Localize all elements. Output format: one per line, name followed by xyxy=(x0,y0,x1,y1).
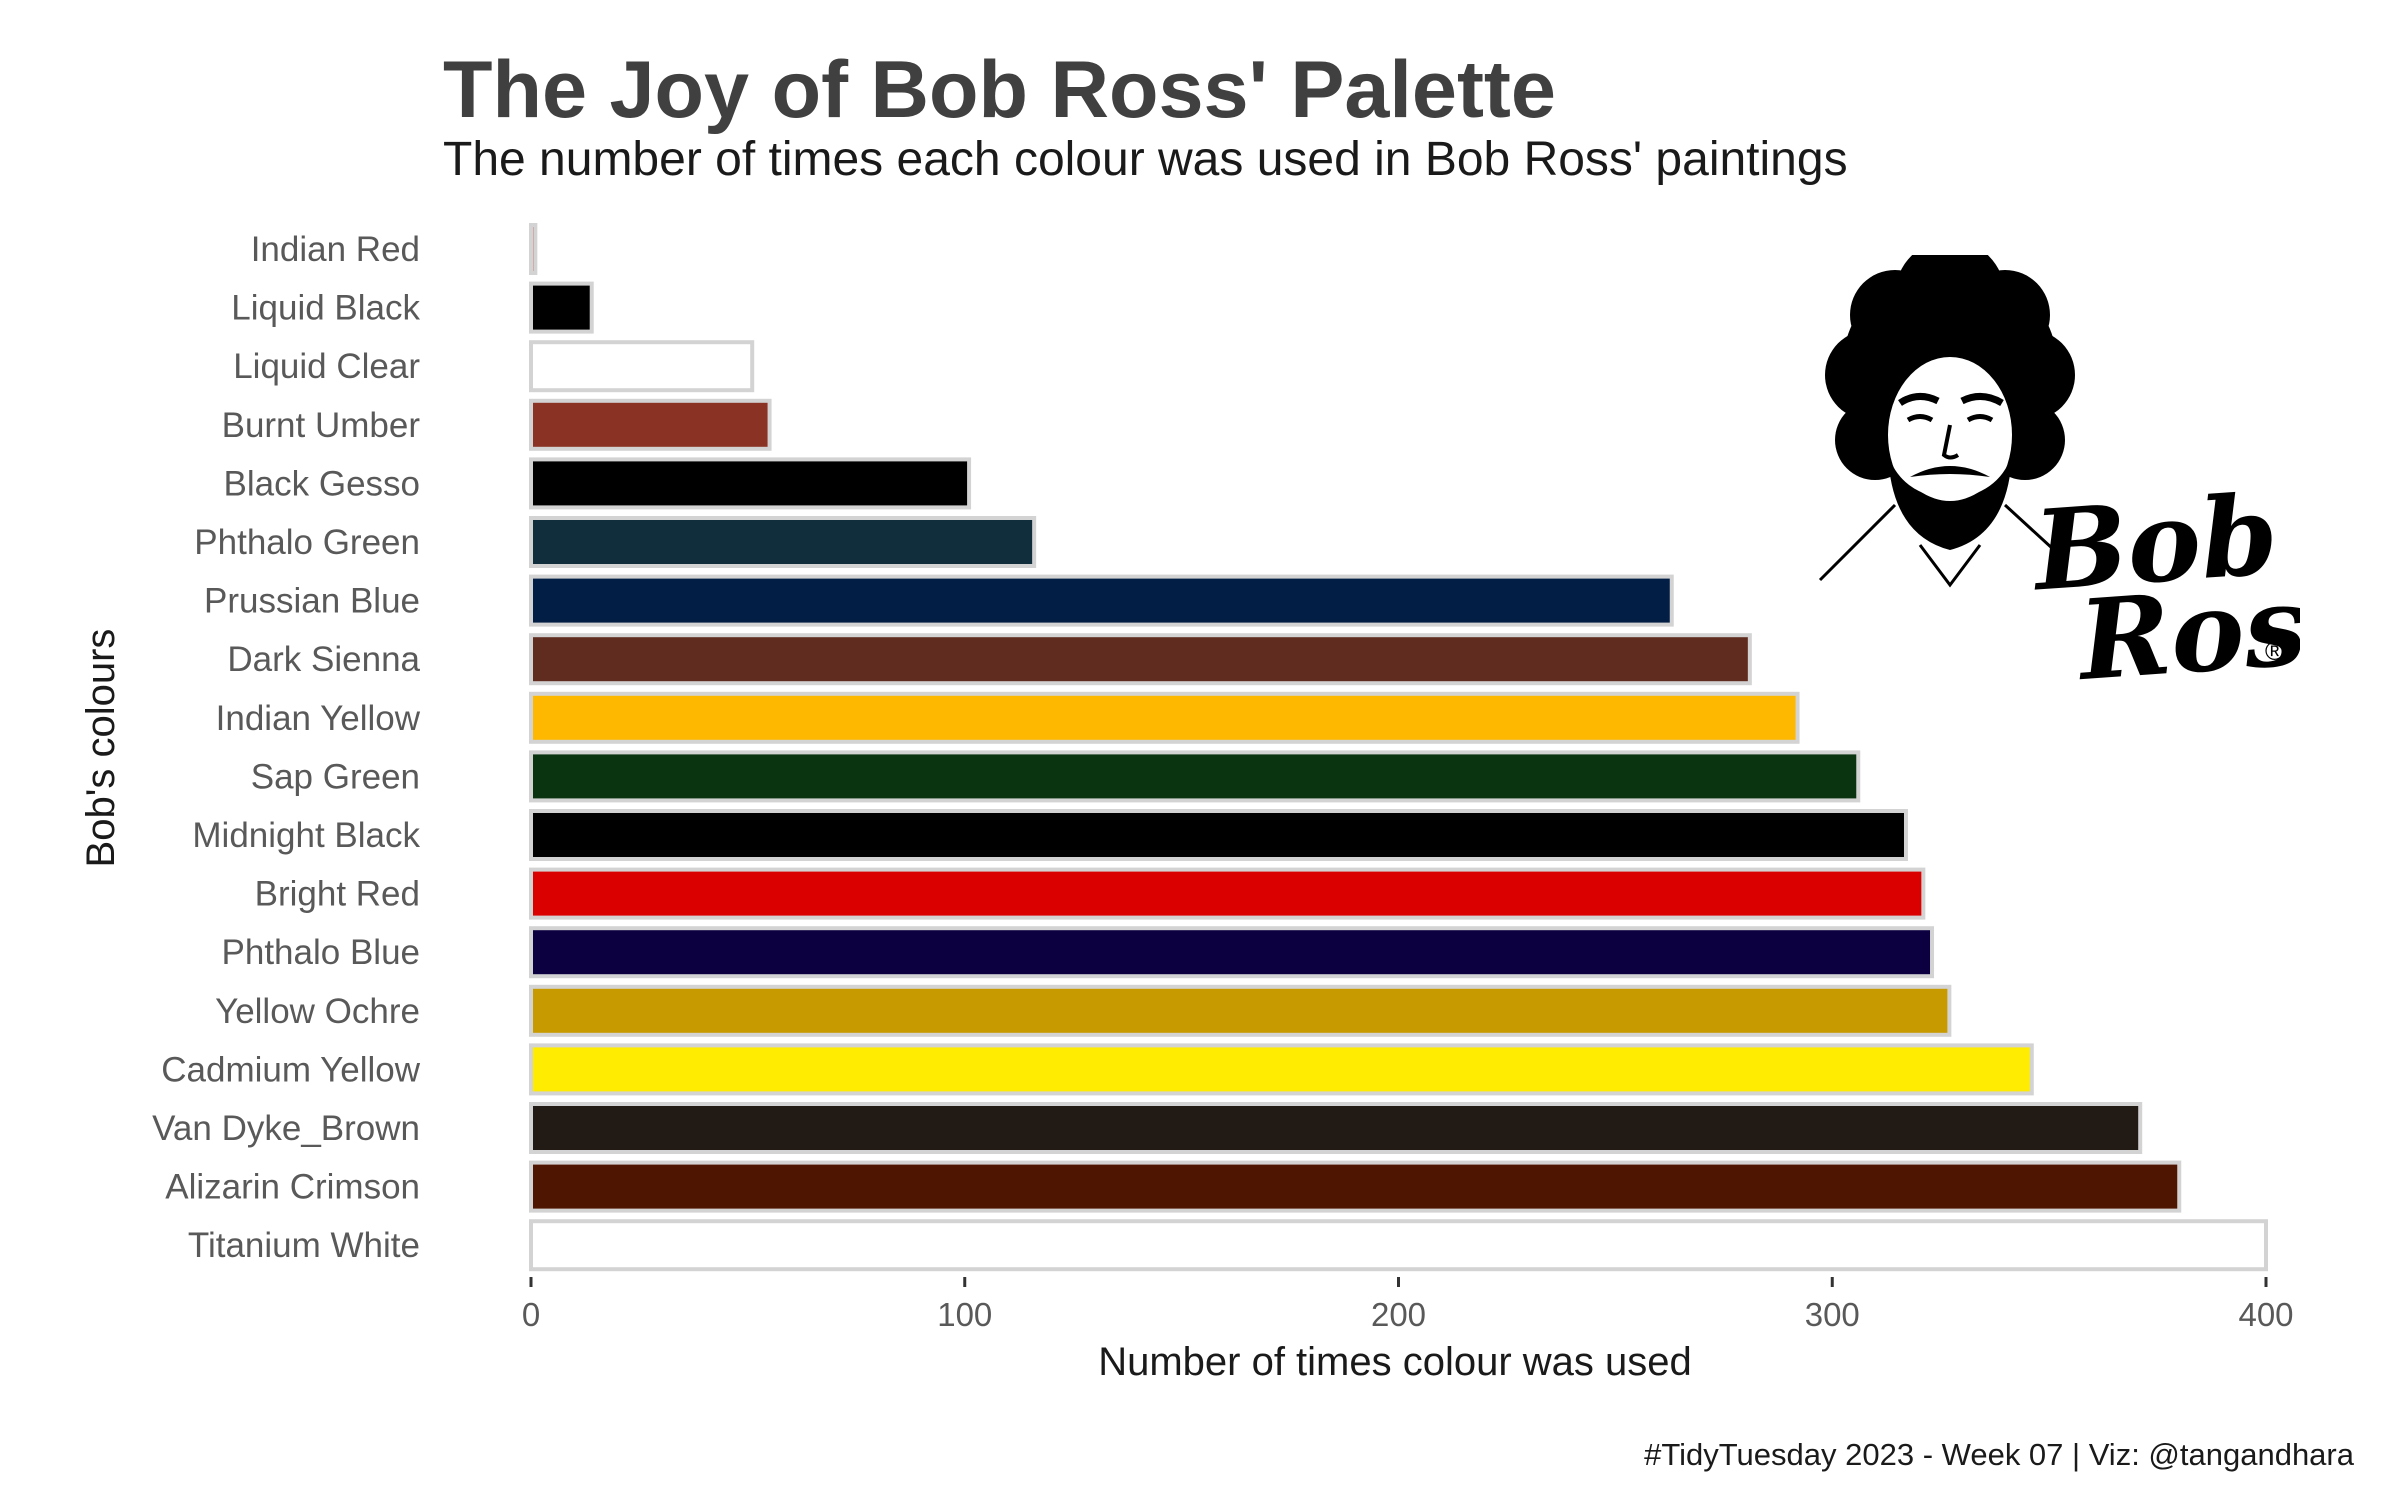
bar-van-dyke-brown xyxy=(529,1102,2143,1154)
y-axis-title: Bob's colours xyxy=(79,629,123,868)
category-label: Prussian Blue xyxy=(204,582,420,621)
bar-bright-red xyxy=(529,867,1926,920)
category-label: Midnight Black xyxy=(192,816,420,855)
bar-indian-red xyxy=(529,223,538,275)
bar-liquid-black xyxy=(529,281,594,334)
logo-signature-bob: Bob xyxy=(2027,470,2282,616)
bar-black-gesso xyxy=(529,457,972,510)
bar-titanium-white xyxy=(529,1219,2268,1272)
x-tick-label: 200 xyxy=(1371,1296,1426,1333)
bar-indian-yellow xyxy=(529,691,1800,744)
bar-liquid-clear xyxy=(529,340,755,393)
bar-midnight-black xyxy=(529,809,1908,861)
x-ticks: 0 100 200 300 400 xyxy=(522,1277,2294,1333)
category-label: Phthalo Green xyxy=(194,523,420,562)
logo-signature-ross: Ross xyxy=(2072,556,2300,695)
category-labels: Indian Red Liquid Black Liquid Clear Burnt … xyxy=(152,230,421,1265)
x-axis: 0 100 200 300 400 xyxy=(522,1277,2294,1333)
bar-cadmium-yellow xyxy=(529,1043,2034,1096)
category-label: Sap Green xyxy=(251,757,420,796)
category-label: Phthalo Blue xyxy=(222,933,420,972)
category-label: Burnt Umber xyxy=(222,406,421,445)
category-label: Cadmium Yellow xyxy=(161,1050,420,1089)
bar-yellow-ochre xyxy=(529,984,1952,1037)
category-label: Yellow Ochre xyxy=(215,992,420,1031)
category-label: Black Gesso xyxy=(224,464,420,503)
chart-caption: #TidyTuesday 2023 - Week 07 | Viz: @tang… xyxy=(1644,1437,2354,1472)
x-tick-label: 0 xyxy=(522,1296,540,1333)
bar-burnt-umber xyxy=(529,398,772,451)
x-axis-title: Number of times colour was used xyxy=(1098,1340,1692,1384)
chart-subtitle: The number of times each colour was used… xyxy=(443,133,1848,186)
x-tick-label: 100 xyxy=(937,1296,992,1333)
category-label: Indian Yellow xyxy=(216,699,421,738)
category-label: Liquid Black xyxy=(231,289,420,328)
bars-layer xyxy=(529,223,2268,1272)
bob-ross-logo: Bob Ross ® xyxy=(1818,255,2300,695)
category-label: Indian Red xyxy=(251,230,420,269)
chart-title: The Joy of Bob Ross' Palette xyxy=(443,45,1556,135)
bar-prussian-blue xyxy=(529,574,1674,627)
category-label: Dark Sienna xyxy=(227,640,420,679)
bar-phthalo-green xyxy=(529,516,1037,568)
bar-sap-green xyxy=(529,750,1861,803)
category-label: Bright Red xyxy=(255,875,420,914)
x-tick-label: 300 xyxy=(1805,1296,1860,1333)
category-label: Alizarin Crimson xyxy=(165,1168,420,1207)
x-tick-label: 400 xyxy=(2238,1296,2293,1333)
category-label: Liquid Clear xyxy=(233,347,420,386)
bar-dark-sienna xyxy=(529,633,1752,686)
registered-mark: ® xyxy=(2265,636,2284,666)
category-label: Titanium White xyxy=(188,1226,420,1265)
bar-phthalo-blue xyxy=(529,926,1935,979)
beard-shape xyxy=(1888,455,2012,550)
category-label: Van Dyke_Brown xyxy=(152,1109,420,1148)
bar-alizarin-crimson xyxy=(529,1160,2182,1213)
